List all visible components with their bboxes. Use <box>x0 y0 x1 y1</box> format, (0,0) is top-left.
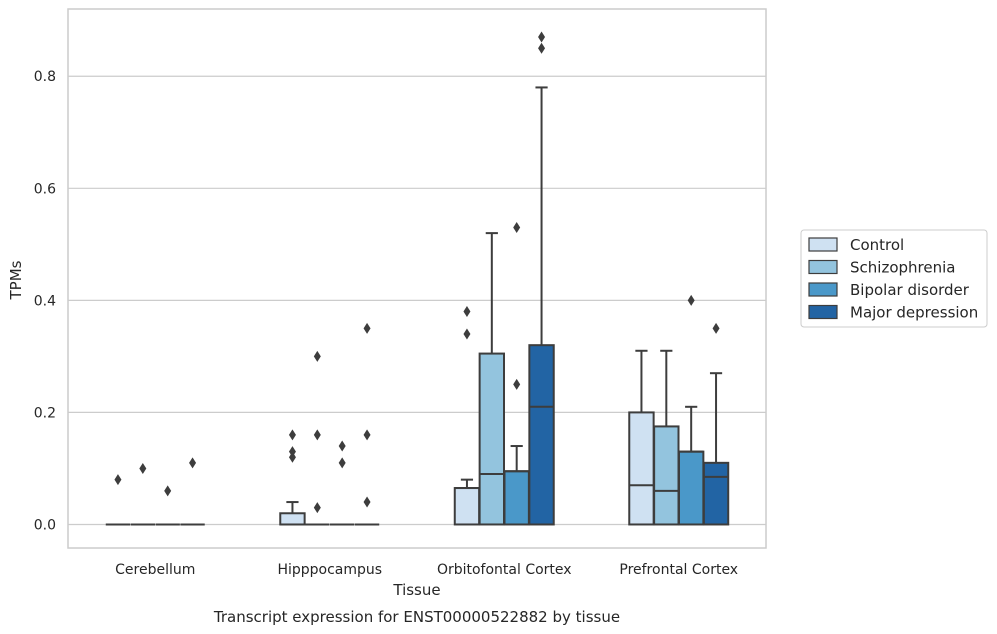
box-body <box>279 512 306 526</box>
outlier-marker <box>288 429 296 441</box>
box-schizophrenia <box>478 232 506 526</box>
outlier-marker <box>363 322 371 334</box>
legend-swatch <box>808 237 838 252</box>
box-control <box>105 474 131 526</box>
box-control <box>628 349 655 526</box>
boxes <box>105 31 730 526</box>
x-tick-label: Orbitofontal Cortex <box>437 562 572 578</box>
legend-swatch <box>808 259 838 275</box>
y-tick-label: 0.0 <box>34 517 56 533</box>
outlier-marker <box>288 446 296 458</box>
outlier-marker <box>687 294 695 306</box>
outlier-marker <box>288 451 296 463</box>
box-body <box>453 487 481 526</box>
x-tick-labels: Cerebellum Hipppocampus Orbitofontal Corte… <box>115 562 738 578</box>
box-bipolar-disorder <box>677 294 705 526</box>
outlier-marker <box>463 328 471 340</box>
outlier-marker <box>513 222 521 234</box>
outlier-marker <box>313 429 321 441</box>
legend-label: Major depression <box>850 304 978 322</box>
outlier-marker <box>164 485 172 497</box>
box-body <box>528 344 555 526</box>
outlier-marker <box>313 502 321 514</box>
x-tick-label: Cerebellum <box>115 562 195 578</box>
outlier-marker <box>538 42 546 54</box>
legend-frame <box>800 229 988 328</box>
box-bipolar-disorder <box>503 222 530 526</box>
box-schizophrenia <box>305 350 330 526</box>
outlier-marker <box>363 496 371 508</box>
y-tick-label: 0.4 <box>34 293 56 309</box>
box-body <box>702 461 730 526</box>
box-major-depression <box>180 457 205 526</box>
legend-label: Schizophrenia <box>850 259 955 277</box>
box-major-depression <box>528 31 555 526</box>
box-body <box>628 411 655 526</box>
outlier-marker <box>538 31 546 43</box>
chart-caption: Transcript expression for ENST0000052288… <box>213 608 620 626</box>
box-body <box>478 352 506 526</box>
y-tick-labels: 0.0 0.2 0.4 0.6 0.8 <box>34 69 56 533</box>
y-axis-title: TPMs <box>7 260 25 300</box>
box-bipolar-disorder <box>329 440 355 526</box>
outlier-marker <box>114 474 122 486</box>
legend-swatch <box>808 304 838 320</box>
outlier-marker <box>338 457 346 469</box>
plot-frame <box>67 8 767 549</box>
outlier-marker <box>189 457 197 469</box>
box-major-depression <box>354 322 380 526</box>
outlier-marker <box>513 378 521 390</box>
y-tick-label: 0.8 <box>34 69 56 85</box>
legend-swatch <box>808 282 838 297</box>
outlier-marker <box>313 350 321 362</box>
x-tick-label: Hipppocampus <box>277 562 382 578</box>
y-tick-label: 0.2 <box>34 405 56 421</box>
box-body <box>677 450 705 526</box>
box-control <box>279 429 306 526</box>
outlier-marker <box>338 440 346 452</box>
outlier-marker <box>712 322 720 334</box>
box-control <box>453 306 481 526</box>
x-axis-title: Tissue <box>392 581 440 599</box>
legend-label: Bipolar disorder <box>850 281 970 299</box>
x-tick-label: Prefrontal Cortex <box>619 562 738 578</box>
box-major-depression <box>702 322 730 526</box>
box-body <box>653 425 680 526</box>
box-body <box>503 470 530 526</box>
box-schizophrenia <box>130 462 156 526</box>
outlier-marker <box>363 429 371 441</box>
legend: Control Schizophrenia Bipolar disorder Majo… <box>800 229 988 328</box>
outlier-marker <box>139 462 147 474</box>
legend-label: Control <box>850 236 904 254</box>
outlier-marker <box>463 306 471 318</box>
box-bipolar-disorder <box>155 485 180 526</box>
box-schizophrenia <box>653 349 680 526</box>
y-tick-label: 0.6 <box>34 181 56 197</box>
